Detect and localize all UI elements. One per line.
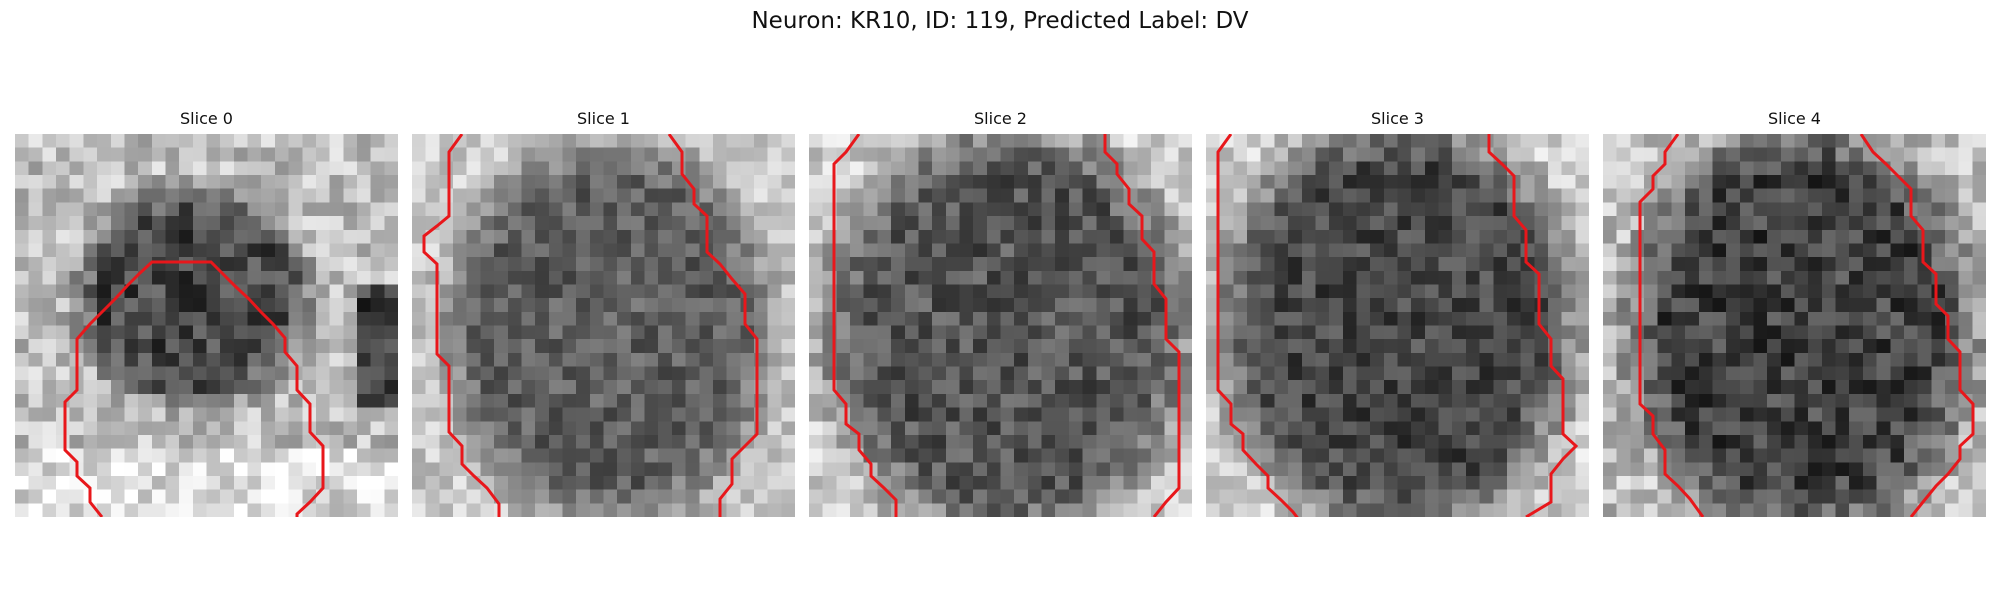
slice-image-4 [1603, 134, 1986, 517]
slice-panel-1: Slice 1 [412, 108, 795, 517]
slice-microscopy-1 [412, 134, 795, 517]
boundary-overlay-4 [1638, 134, 1975, 517]
slice-microscopy-4 [1603, 134, 1986, 517]
boundary-overlay-0 [63, 260, 325, 517]
slice-image-0 [15, 134, 398, 517]
figure-title: Neuron: KR10, ID: 119, Predicted Label: … [751, 8, 1249, 34]
slice-image-2 [809, 134, 1192, 517]
boundary-overlay-1 [422, 134, 759, 517]
boundary-overlay-3 [1216, 134, 1579, 517]
slice-microscopy-0 [15, 134, 398, 517]
slice-title-0: Slice 0 [180, 109, 233, 128]
slice-title-2: Slice 2 [974, 109, 1027, 128]
boundary-overlay-2 [832, 134, 1181, 517]
slice-title-4: Slice 4 [1768, 109, 1821, 128]
slice-panel-3: Slice 3 [1206, 108, 1589, 517]
slice-panel-0: Slice 0 [15, 108, 398, 517]
slice-image-3 [1206, 134, 1589, 517]
slice-title-3: Slice 3 [1371, 109, 1424, 128]
slice-title-1: Slice 1 [577, 109, 630, 128]
slice-panel-2: Slice 2 [809, 108, 1192, 517]
slice-image-1 [412, 134, 795, 517]
slice-panel-4: Slice 4 [1603, 108, 1986, 517]
slice-microscopy-3 [1206, 134, 1589, 517]
